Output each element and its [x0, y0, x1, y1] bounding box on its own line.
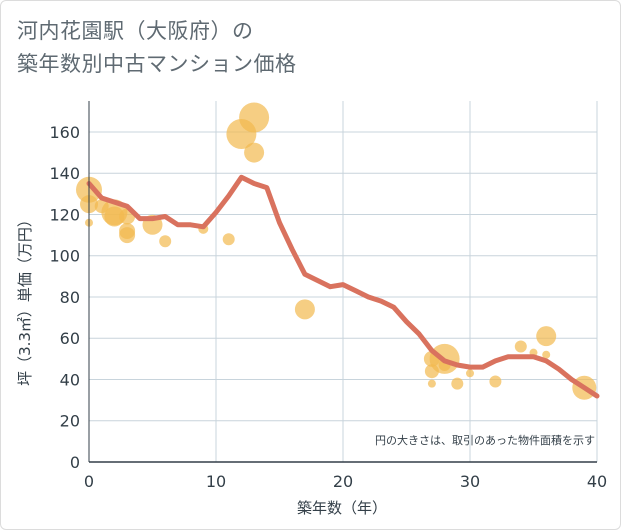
y-tick-label: 100 — [49, 247, 80, 266]
y-tick-label: 120 — [49, 205, 80, 224]
bubble-point — [466, 369, 474, 378]
y-tick-label: 0 — [70, 453, 80, 472]
bubble-point — [489, 375, 502, 388]
bubble-point — [542, 350, 551, 359]
x-tick-label: 40 — [587, 472, 607, 491]
bubble-point — [222, 233, 235, 246]
bubble-point — [104, 206, 125, 227]
size-note: 円の大きさは、取引のあった物件面積を示す — [375, 433, 595, 447]
bubble-point — [159, 235, 172, 248]
y-tick-label: 40 — [60, 370, 80, 389]
chart-title-line1: 河内花園駅（大阪府）の — [17, 19, 254, 43]
x-tick-label: 0 — [84, 472, 94, 491]
bubble-point — [427, 379, 436, 388]
y-tick-label: 140 — [49, 164, 80, 183]
x-tick-label: 10 — [206, 472, 226, 491]
x-tick-label: 20 — [333, 472, 353, 491]
y-tick-label: 80 — [60, 288, 80, 307]
chart-title: 河内花園駅（大阪府）の 築年数別中古マンション価格 — [17, 15, 297, 81]
y-tick-label: 20 — [60, 412, 80, 431]
grid-lines — [88, 101, 598, 463]
average-price-line — [86, 174, 600, 399]
y-axis-title: 坪（3.3㎡）単価（万円） — [16, 212, 34, 386]
axes: 0 20 40 60 80 100 120 140 160 0 10 20 30 40 — [49, 101, 607, 491]
bubble-point — [514, 340, 527, 353]
bubble-point — [119, 227, 136, 244]
bubble-point — [536, 326, 557, 347]
bubble-point — [451, 377, 464, 390]
x-tick-label: 30 — [460, 472, 480, 491]
y-tick-label: 60 — [60, 329, 80, 348]
y-tick-label: 160 — [49, 123, 80, 142]
bubble-point — [294, 299, 315, 320]
chart-title-line2: 築年数別中古マンション価格 — [17, 52, 297, 76]
bubble-point — [244, 142, 265, 163]
trend-series — [86, 174, 600, 399]
x-axis-title: 築年数（年） — [297, 499, 387, 517]
bubble-point — [239, 102, 270, 133]
